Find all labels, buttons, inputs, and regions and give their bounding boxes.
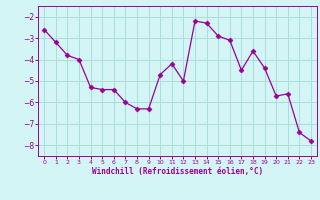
X-axis label: Windchill (Refroidissement éolien,°C): Windchill (Refroidissement éolien,°C) — [92, 167, 263, 176]
